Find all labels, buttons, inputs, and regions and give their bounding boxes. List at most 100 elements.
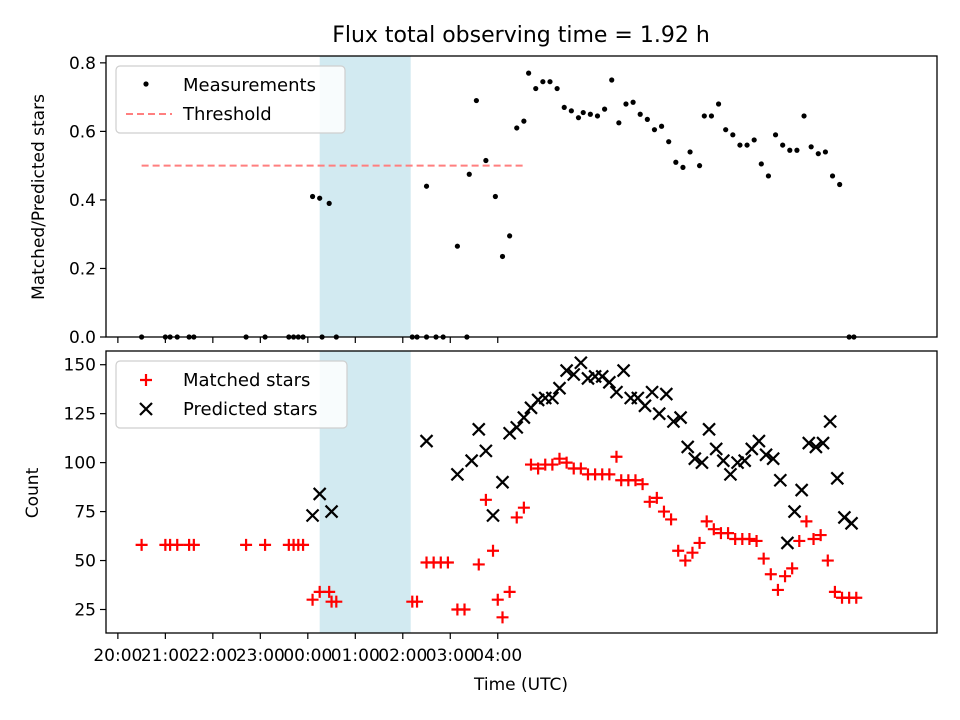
measurement-point (701, 113, 707, 119)
predicted-star-point (312, 487, 327, 501)
predicted-star-point (566, 367, 581, 382)
bottom-y-tick-label: 150 (64, 356, 96, 376)
measurement-point (514, 125, 520, 131)
measurement-point (723, 127, 729, 133)
matched-star-point (743, 533, 756, 545)
bottom-y-tick-label: 50 (74, 552, 96, 572)
matched-star-point (441, 556, 454, 569)
matched-star-point (629, 474, 642, 487)
measurement-point (602, 106, 608, 112)
x-tick-label: 21:00 (141, 646, 190, 666)
x-tick-label: 04:00 (473, 646, 522, 666)
measurement-point (715, 101, 722, 107)
matched-star-point (259, 538, 272, 551)
matched-star-point (546, 458, 559, 471)
predicted-star-point (823, 414, 837, 429)
measurement-point (801, 113, 807, 119)
measurement-point (829, 173, 836, 179)
matched-star-point (700, 515, 713, 528)
matched-star-point (187, 538, 200, 551)
matched-star-point (779, 570, 792, 583)
matched-star-point (610, 450, 623, 463)
measurement-point (568, 108, 574, 114)
measurement-point (623, 101, 629, 107)
matched-star-point (722, 527, 735, 540)
measurement-point (765, 173, 772, 179)
top-y-axis-label: Matched/Predicted stars (29, 94, 49, 300)
predicted-star-point (716, 453, 731, 468)
measurement-point (594, 113, 601, 119)
predicted-star-point (680, 440, 695, 454)
predicted-star-point (616, 363, 631, 378)
measurement-point (561, 104, 567, 111)
bottom-legend: Matched stars Predicted stars (115, 360, 348, 429)
measurement-point (492, 193, 498, 200)
predicted-star-point (809, 440, 823, 454)
matched-star-point (821, 554, 834, 567)
measurement-point (507, 233, 513, 239)
matched-star-point (800, 515, 813, 528)
top-x-ticks (117, 337, 499, 343)
matched-star-point (574, 462, 587, 475)
bottom-y-axis-label: Count (23, 467, 43, 518)
predicted-star-point (844, 516, 859, 531)
measurement-point (772, 132, 779, 138)
predicted-star-point (794, 483, 809, 497)
measurement-point (473, 97, 479, 104)
matched-star-point (850, 591, 863, 604)
predicted-star-point (773, 473, 788, 488)
measurement-point (454, 243, 460, 249)
legend-matched-label: Matched stars (183, 370, 310, 391)
measurement-point (696, 163, 703, 169)
matched-star-point (240, 538, 253, 551)
measurement-point (751, 137, 757, 143)
x-tick-label: 03:00 (426, 646, 475, 666)
measurement-point (575, 115, 582, 121)
predicted-star-point (464, 453, 479, 468)
predicted-star-point (419, 434, 434, 448)
matched-star-point (757, 552, 770, 565)
measurement-point (808, 144, 814, 150)
predicted-star-point (545, 391, 560, 405)
predicted-star-point (752, 434, 766, 448)
chart-title: Flux total observing time = 1.92 h (332, 23, 710, 48)
predicted-star-point (574, 355, 588, 370)
predicted-star-point (666, 414, 681, 429)
matched-star-point (171, 538, 184, 551)
measurement-point (815, 151, 821, 157)
measurement-point (309, 193, 316, 200)
matched-star-point (771, 583, 784, 596)
x-axis-label: Time (UTC) (473, 675, 568, 695)
measurement-point (317, 195, 323, 201)
measurement-point (521, 118, 527, 124)
measurement-point (787, 147, 793, 153)
predicted-star-point (305, 508, 320, 523)
measurement-point (423, 183, 430, 189)
top-y-tick-label: 0.8 (69, 54, 96, 74)
measurement-point (794, 147, 800, 153)
top-legend: Measurements Threshold (115, 65, 346, 134)
matched-star-point (517, 501, 530, 514)
matched-star-point (603, 468, 616, 481)
matched-star-point (297, 538, 310, 551)
matched-star-point (650, 491, 663, 504)
top-y-tick-label: 0.2 (69, 259, 96, 279)
bottom-y-ticks: 25 50 75 100 125 150 (64, 356, 106, 621)
predicted-star-point (509, 420, 524, 435)
bottom-y-tick-label: 25 (74, 601, 96, 621)
measurement-point (540, 79, 546, 85)
x-tick-label: 22:00 (188, 646, 237, 666)
measurement-point (483, 157, 489, 164)
measurement-point (547, 79, 553, 85)
top-y-tick-label: 0.0 (69, 328, 96, 348)
predicted-star-point (486, 508, 500, 523)
bottom-y-tick-label: 125 (64, 405, 96, 425)
measurement-point (644, 116, 650, 122)
measurement-point (637, 111, 643, 117)
measurement-point (658, 123, 665, 129)
predicted-star-point (802, 436, 816, 450)
measurement-point (630, 99, 636, 105)
measurement-point (609, 77, 615, 83)
measurement-point (730, 132, 736, 138)
measurement-point (466, 171, 472, 177)
